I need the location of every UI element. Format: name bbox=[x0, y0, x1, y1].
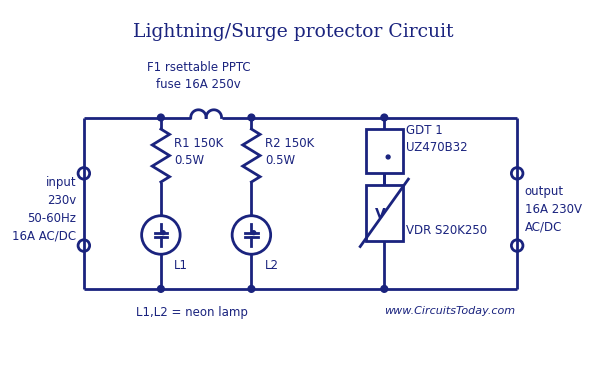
Bar bbox=[366, 185, 402, 241]
Circle shape bbox=[158, 285, 164, 292]
Text: VDR S20K250: VDR S20K250 bbox=[407, 224, 488, 237]
Text: R1 150K
0.5W: R1 150K 0.5W bbox=[174, 137, 223, 167]
Text: R2 150K
0.5W: R2 150K 0.5W bbox=[265, 137, 314, 167]
Text: Lightning/Surge protector Circuit: Lightning/Surge protector Circuit bbox=[133, 23, 453, 41]
Text: L1,L2 = neon lamp: L1,L2 = neon lamp bbox=[136, 306, 248, 319]
Circle shape bbox=[252, 231, 256, 235]
Circle shape bbox=[381, 114, 388, 121]
Text: L2: L2 bbox=[265, 259, 279, 272]
Text: GDT 1
UZ470B32: GDT 1 UZ470B32 bbox=[407, 124, 468, 154]
Text: www.CircuitsToday.com: www.CircuitsToday.com bbox=[384, 306, 515, 316]
Text: V: V bbox=[375, 207, 386, 221]
Text: L1: L1 bbox=[174, 259, 189, 272]
Circle shape bbox=[386, 155, 390, 159]
Text: F1 rsettable PPTC
fuse 16A 250v: F1 rsettable PPTC fuse 16A 250v bbox=[147, 61, 250, 91]
Text: input
230v
50-60Hz
16A AC/DC: input 230v 50-60Hz 16A AC/DC bbox=[12, 176, 76, 243]
Text: output
16A 230V
AC/DC: output 16A 230V AC/DC bbox=[525, 185, 582, 234]
Bar bbox=[366, 129, 402, 173]
Circle shape bbox=[161, 231, 165, 235]
Circle shape bbox=[158, 114, 164, 121]
Circle shape bbox=[381, 285, 388, 292]
Circle shape bbox=[248, 114, 255, 121]
Circle shape bbox=[248, 285, 255, 292]
